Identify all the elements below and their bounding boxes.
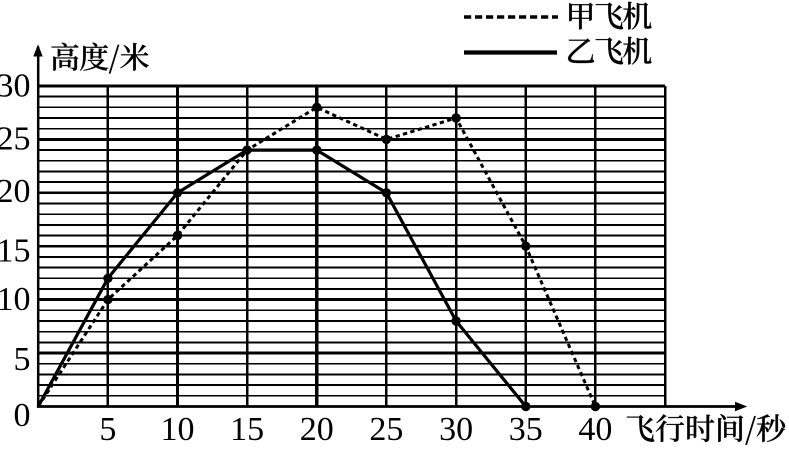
svg-text:25: 25	[0, 121, 31, 158]
svg-text:15: 15	[0, 233, 31, 270]
svg-text:0: 0	[14, 397, 31, 434]
svg-text:20: 20	[300, 411, 334, 448]
svg-text:30: 30	[0, 68, 31, 105]
svg-text:20: 20	[0, 173, 31, 210]
svg-text:10: 10	[161, 411, 195, 448]
svg-text:5: 5	[99, 411, 116, 448]
svg-text:25: 25	[369, 411, 403, 448]
svg-text:35: 35	[509, 411, 543, 448]
svg-text:30: 30	[439, 411, 473, 448]
svg-text:10: 10	[0, 281, 31, 318]
svg-text:40: 40	[578, 411, 612, 448]
svg-text:5: 5	[14, 341, 31, 378]
svg-text:15: 15	[230, 411, 264, 448]
